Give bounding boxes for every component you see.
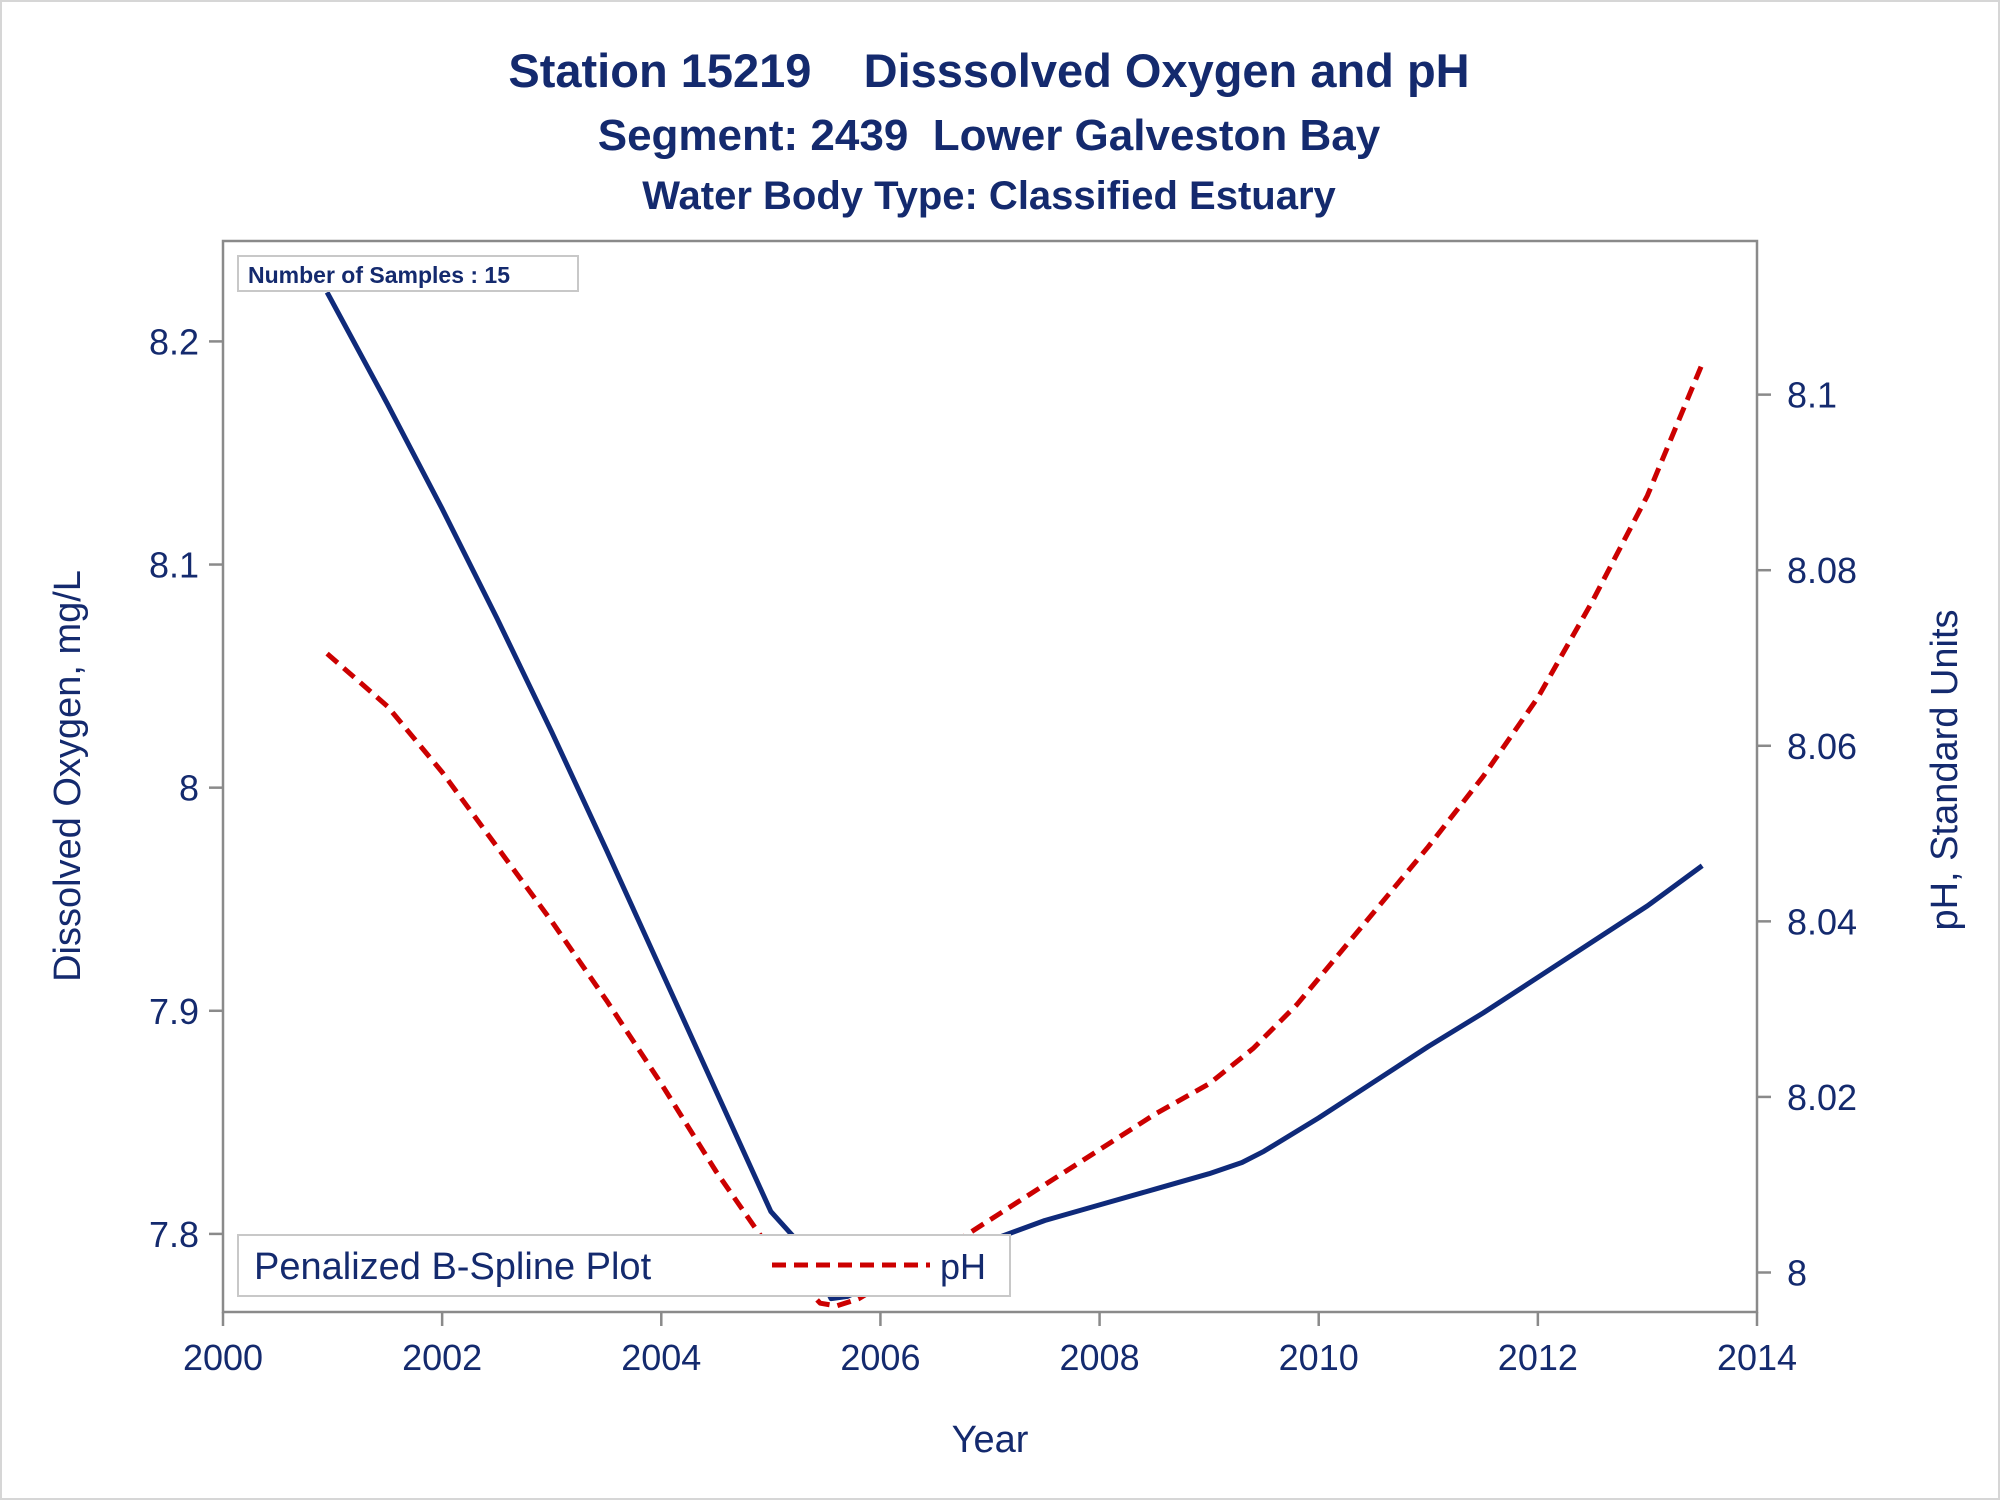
y2-tick-label: 8: [1787, 1252, 1807, 1293]
y-axis-right: 8 8.02 8.04 8.06 8.08 8.1: [1757, 375, 1857, 1293]
y2-tick-label: 8.1: [1787, 375, 1837, 416]
dissolved-oxygen-line: [324, 291, 1704, 1302]
y2-tick-label: 8.06: [1787, 726, 1857, 767]
legend: Penalized B-Spline Plot pH: [237, 1234, 1011, 1297]
series-lines: [324, 291, 1705, 1309]
y2-tick-label: 8.08: [1787, 550, 1857, 591]
x-tick-label: 2006: [840, 1337, 920, 1378]
y-tick-label: 8.2: [149, 321, 199, 362]
y-tick-label: 8: [179, 768, 199, 809]
y-axis-label: Dissolved Oxygen, mg/L: [47, 570, 89, 982]
y-tick-label: 7.8: [149, 1214, 199, 1255]
ph-line: [325, 362, 1705, 1309]
x-tick-label: 2002: [402, 1337, 482, 1378]
y-tick-label: 8.1: [149, 545, 199, 586]
legend-label-ph: pH: [940, 1246, 986, 1287]
x-tick-label: 2012: [1498, 1337, 1578, 1378]
y-axis-left: 7.8 7.9 8 8.1 8.2: [149, 321, 223, 1255]
x-axis: 2000 2002 2004 2006 2008 2010 2012 2014: [183, 1312, 1797, 1378]
legend-box: [237, 1234, 1011, 1297]
chart-subtitle: Segment: 2439 Lower Galveston Bay: [598, 111, 1381, 160]
y2-tick-label: 8.04: [1787, 901, 1857, 942]
sample-count-box: [237, 255, 579, 292]
x-tick-label: 2008: [1060, 1337, 1140, 1378]
x-tick-label: 2004: [621, 1337, 701, 1378]
x-tick-label: 2014: [1717, 1337, 1797, 1378]
x-tick-label: 2000: [183, 1337, 263, 1378]
y2-tick-label: 8.02: [1787, 1077, 1857, 1118]
x-axis-label: Year: [952, 1419, 1029, 1461]
chart-title: Station 15219 Disssolved Oxygen and pH: [508, 44, 1469, 97]
chart-subtitle-2: Water Body Type: Classified Estuary: [642, 174, 1336, 218]
x-tick-label: 2010: [1279, 1337, 1359, 1378]
y-tick-label: 7.9: [149, 991, 199, 1032]
legend-title: Penalized B-Spline Plot: [254, 1246, 652, 1288]
plot-area: [221, 239, 1759, 1314]
sample-count-text: Number of Samples : 15: [248, 262, 510, 288]
y2-axis-label: pH, Standard Units: [1924, 609, 1966, 930]
